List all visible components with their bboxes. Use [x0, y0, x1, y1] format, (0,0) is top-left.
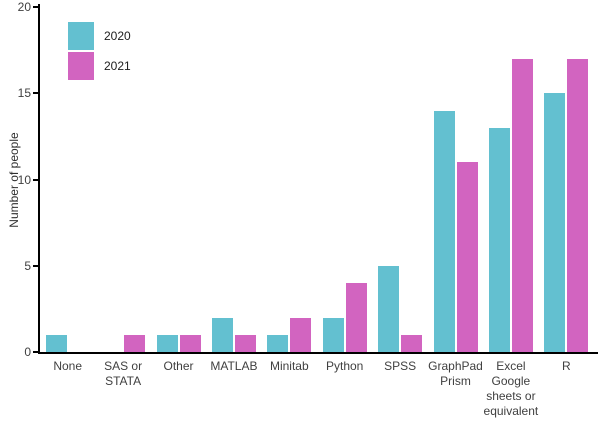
bar-2020-graphpad	[433, 110, 455, 352]
bar-2021-graphpad	[456, 162, 478, 352]
y-tick-mark	[33, 6, 38, 8]
x-axis-label: SPSS	[384, 359, 417, 373]
x-axis-label: MATLAB	[210, 359, 258, 373]
bar-2021-r	[567, 58, 589, 352]
bar-2020-spss	[378, 265, 400, 352]
bar-2021-python	[345, 283, 367, 352]
bar-2021-minitab	[290, 317, 312, 352]
bar-2021-spss	[401, 334, 423, 352]
bar-2020-matlab	[211, 317, 233, 352]
y-tick-mark	[33, 178, 38, 181]
y-axis-line	[38, 4, 40, 354]
legend: 2020 2021	[68, 22, 131, 82]
x-axis-label: SAS or STATA	[104, 359, 143, 388]
legend-label-2020: 2020	[104, 29, 131, 43]
bar-2021-matlab	[234, 334, 256, 352]
legend-item-2020: 2020	[68, 22, 131, 50]
y-tick-label: 5	[24, 258, 31, 273]
bar-2020-other	[156, 334, 178, 352]
y-tick-label: 20	[17, 0, 31, 14]
plot-area: 0 5 10 15 20 None SAS or STATA Other MATLAB Mini…	[18, 0, 598, 418]
bar-2020-r	[544, 93, 566, 352]
legend-swatch-2020	[68, 22, 94, 50]
x-axis-label: GraphPad Prism	[428, 359, 483, 388]
x-axis-label: Excel Google sheets or equivalent	[483, 359, 539, 418]
x-axis-label: Python	[326, 359, 364, 373]
y-tick-label: 15	[17, 86, 31, 101]
x-axis-label: R	[561, 359, 571, 373]
bar-2020-minitab	[267, 334, 289, 352]
x-axis-label: None	[53, 359, 83, 373]
x-axis-label: Minitab	[269, 359, 309, 373]
y-tick-label: 0	[24, 345, 31, 359]
y-tick-mark	[33, 351, 38, 353]
legend-item-2021: 2021	[68, 52, 131, 80]
bar-2020-none	[45, 334, 67, 352]
bar-2021-other	[179, 334, 201, 352]
bar-2021-excel	[511, 58, 533, 352]
bar-2020-excel	[488, 127, 510, 352]
legend-swatch-2021	[68, 52, 94, 80]
y-tick-label: 10	[17, 172, 31, 187]
x-axis-label: Other	[163, 359, 194, 373]
x-axis-line	[38, 352, 598, 354]
bar-2020-python	[322, 317, 344, 352]
y-tick-mark	[33, 264, 38, 267]
legend-label-2021: 2021	[104, 59, 131, 73]
y-tick-mark	[33, 92, 38, 95]
bar-2021-sas-or	[124, 334, 146, 352]
